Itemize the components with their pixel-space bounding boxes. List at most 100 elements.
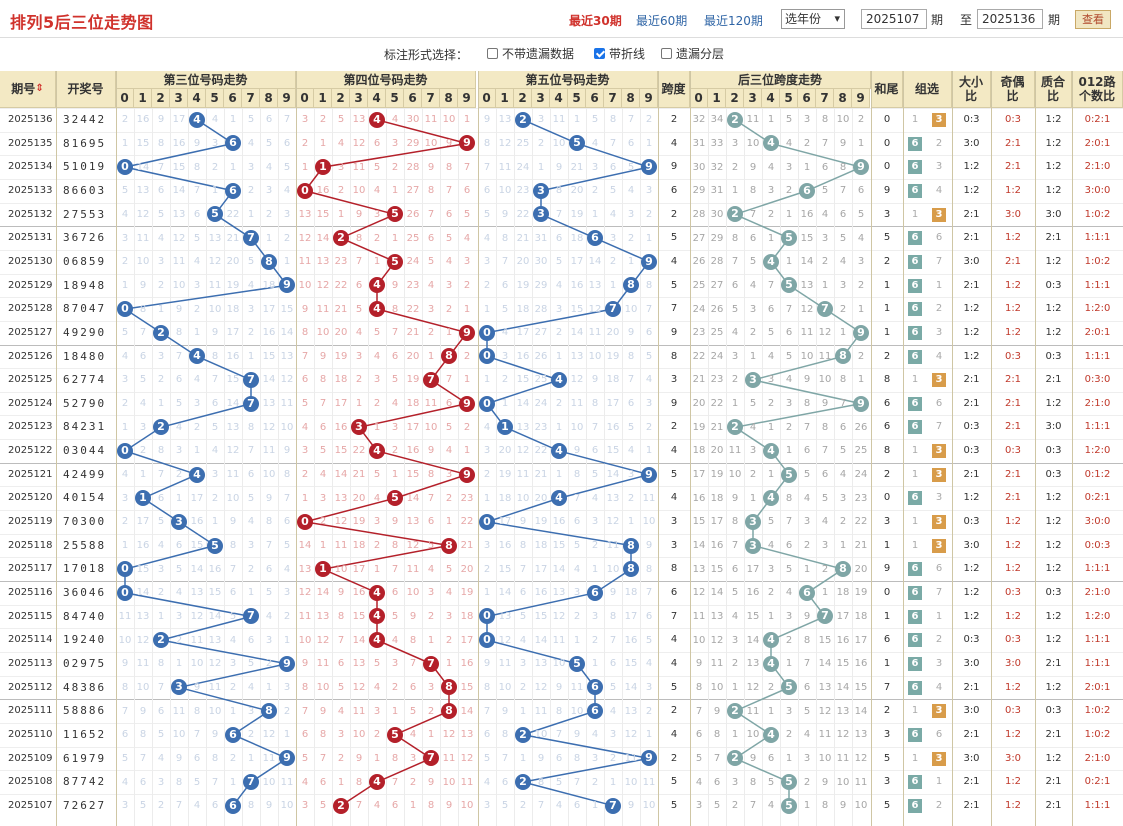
group-badge: 6	[908, 254, 922, 269]
miss-count: 8	[121, 681, 129, 693]
digit-divider	[368, 108, 369, 826]
miss-count: 16	[836, 634, 850, 646]
miss-count: 8	[483, 681, 491, 693]
big-small-ratio: 0:3	[963, 114, 980, 125]
pos5-ball: 1	[497, 419, 513, 436]
miss-count: 8	[175, 776, 183, 788]
checkbox-no-miss[interactable]	[487, 48, 498, 59]
miss-count: 11	[316, 303, 330, 315]
miss-count: 11	[460, 776, 474, 788]
span-ball: 2	[727, 419, 743, 436]
miss-count: 7	[573, 492, 581, 504]
big-small-ratio: 2:1	[963, 374, 980, 386]
header-pos3: 第三位号码走势	[116, 71, 296, 89]
checkbox-polyline[interactable]	[594, 48, 605, 59]
miss-count: 3	[695, 800, 703, 812]
miss-count: 17	[334, 398, 348, 410]
miss-count: 18	[406, 398, 420, 410]
miss-count: 11	[746, 705, 760, 717]
issue-number: 2025108	[8, 776, 53, 788]
miss-count: 8	[839, 161, 847, 173]
link-recent-120[interactable]: 最近120期	[704, 14, 763, 28]
miss-count: 7	[731, 256, 739, 268]
miss-count: 18	[460, 610, 474, 622]
miss-count: 1	[821, 279, 829, 291]
span-ball: 2	[727, 703, 743, 720]
miss-count: 13	[818, 681, 832, 693]
digit-divider	[206, 108, 207, 826]
sum-tail-value: 2	[883, 705, 891, 717]
miss-count: 3	[265, 634, 273, 646]
odd-even-ratio: 1:2	[1004, 728, 1022, 740]
miss-count: 1	[627, 516, 635, 528]
option-no-miss[interactable]: 不带遗漏数据	[487, 45, 574, 62]
miss-count: 7	[427, 208, 435, 220]
span-ball: 7	[817, 301, 833, 318]
miss-count: 7	[301, 705, 309, 717]
miss-count: 1	[319, 137, 327, 149]
group-badge: 6	[908, 656, 922, 671]
pos4-ball: 1	[315, 561, 331, 578]
odd-even-ratio: 2:1	[1004, 161, 1022, 173]
from-period-input[interactable]: 2025107	[861, 9, 927, 29]
miss-count: 9	[749, 161, 757, 173]
miss-count: 6	[211, 800, 219, 812]
miss-count: 4	[803, 729, 811, 741]
span-value: 7	[670, 610, 678, 622]
pos3-ball: 1	[135, 490, 151, 507]
miss-count: 4	[785, 587, 793, 599]
prime-composite-ratio: 1:2	[1045, 397, 1062, 409]
sort-arrow-icon[interactable]: ⇕	[35, 83, 44, 94]
miss-count: 4	[157, 540, 165, 551]
miss-count: 11	[262, 752, 276, 764]
miss-count: 8	[139, 729, 147, 741]
miss-count: 7	[391, 776, 399, 788]
miss-count: 32	[710, 161, 724, 173]
miss-count: 21	[710, 421, 724, 433]
miss-count: 10	[280, 421, 294, 433]
miss-count: 4	[767, 800, 775, 812]
miss-count: 8	[713, 729, 721, 741]
odd-even-ratio: 1:2	[1004, 681, 1022, 693]
option-polyline[interactable]: 带折线	[594, 45, 645, 62]
miss-count: 7	[139, 752, 147, 764]
miss-count: 10	[298, 634, 312, 646]
link-recent-30[interactable]: 最近30期	[569, 14, 622, 28]
query-button[interactable]: 查看	[1075, 10, 1111, 29]
odd-even-ratio: 1:2	[1004, 563, 1022, 575]
miss-count: 11	[136, 232, 150, 244]
header-span-digit-6: 6	[798, 89, 816, 108]
option-layered[interactable]: 遗漏分层	[661, 45, 724, 62]
miss-count: 10	[262, 469, 276, 481]
digit-divider	[744, 108, 745, 826]
span-value: 9	[670, 397, 678, 409]
group-badge: 6	[908, 633, 922, 648]
miss-count: 1	[767, 421, 775, 433]
miss-count: 2	[391, 445, 399, 457]
span-ball: 5	[781, 230, 797, 247]
header-pos4: 第四位号码走势	[296, 71, 476, 89]
miss-count: 25	[854, 445, 868, 457]
miss-count: 4	[519, 634, 527, 646]
miss-count: 4	[445, 587, 453, 599]
issue-number: 2025134	[8, 161, 53, 173]
miss-count: 6	[247, 634, 255, 646]
digit-divider	[586, 108, 587, 826]
miss-count: 4	[391, 398, 399, 410]
link-recent-60[interactable]: 最近60期	[636, 14, 688, 28]
miss-count: 14	[262, 374, 276, 386]
miss-count: 1	[229, 705, 237, 717]
miss-count: 29	[406, 137, 420, 149]
year-select[interactable]: 选年份	[781, 9, 845, 29]
miss-count: 9	[319, 350, 327, 362]
miss-count: 10	[280, 800, 294, 812]
miss-count: 5	[391, 374, 399, 386]
miss-count: 1	[247, 752, 255, 764]
sum-tail-value: 6	[883, 397, 891, 409]
digit-divider	[314, 108, 315, 826]
checkbox-layered[interactable]	[661, 48, 672, 59]
miss-count: 22	[692, 350, 706, 362]
span-value: 3	[670, 516, 678, 528]
miss-count: 12	[746, 681, 760, 693]
to-period-input[interactable]: 2025136	[977, 9, 1043, 29]
